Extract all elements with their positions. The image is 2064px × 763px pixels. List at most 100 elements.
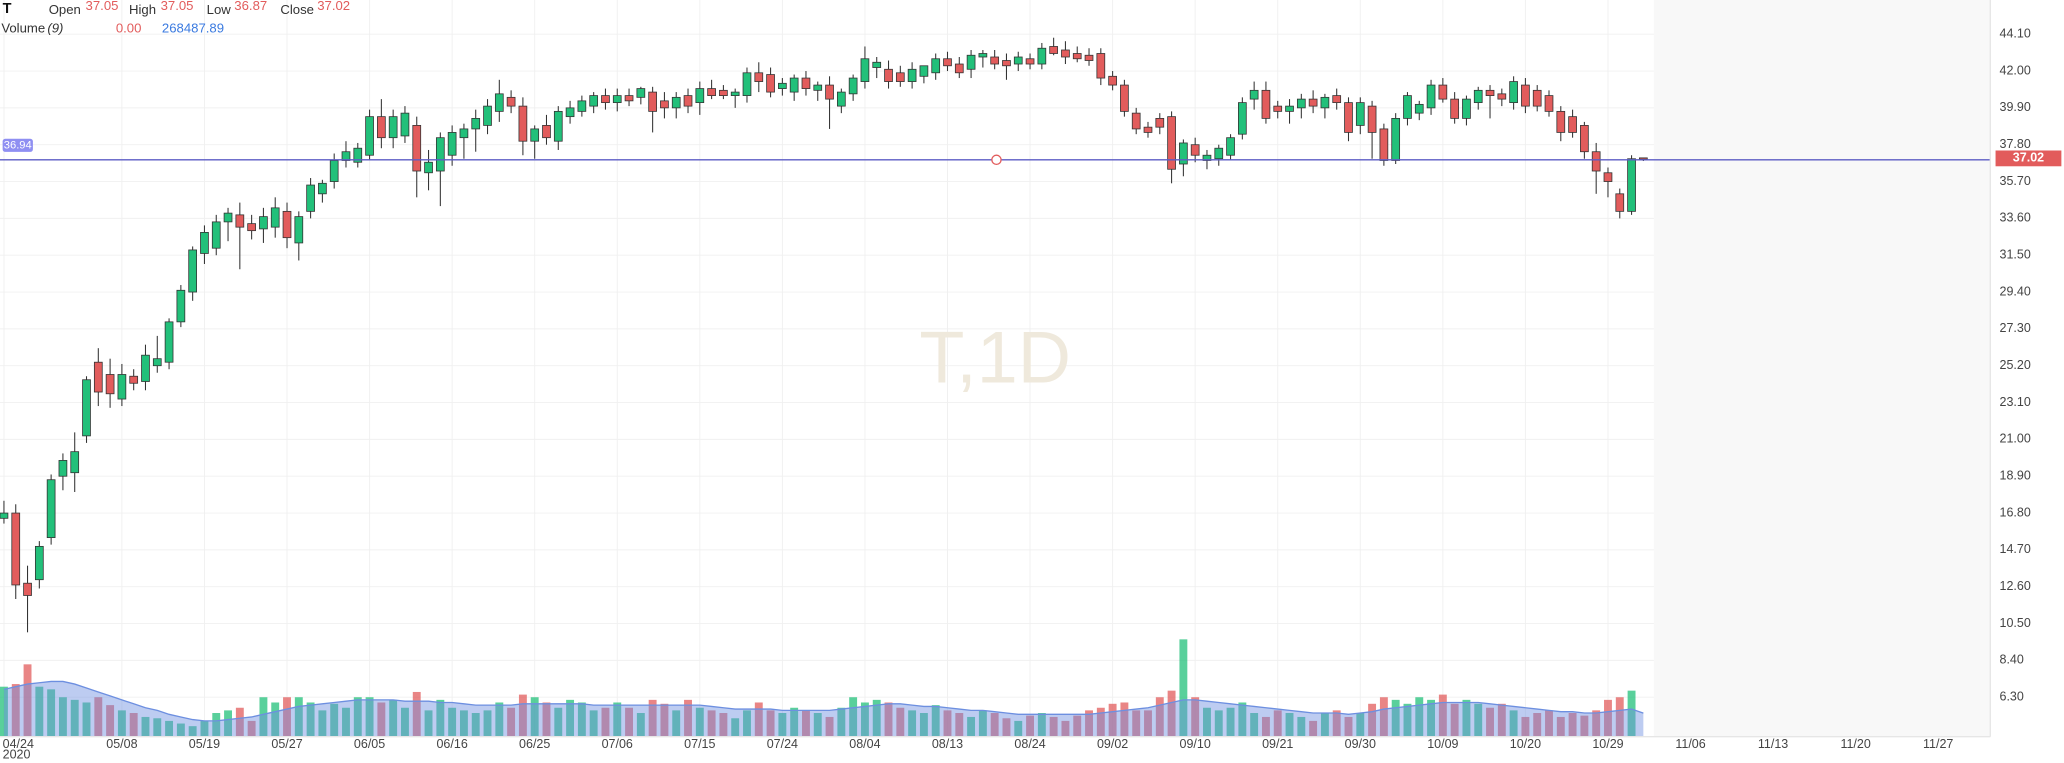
volume-bar	[448, 707, 457, 737]
volume-bar	[849, 697, 858, 737]
volume-bar	[1214, 710, 1223, 737]
volume-bar	[1497, 703, 1506, 737]
candle-body	[884, 68, 893, 82]
volume-bar	[117, 710, 126, 737]
candle-body	[459, 128, 469, 139]
volume-bar	[1167, 690, 1176, 737]
candle-body	[1580, 125, 1589, 153]
volume-bar	[707, 710, 716, 737]
candle-body	[1214, 147, 1224, 160]
candle-body	[978, 53, 988, 58]
volume-bar	[1462, 699, 1471, 737]
volume-bar	[365, 697, 374, 737]
candle-body	[1084, 54, 1094, 61]
volume-bar	[259, 697, 268, 737]
volume-bar	[542, 702, 551, 737]
candle-body	[1403, 95, 1412, 119]
volume-bar	[1568, 713, 1577, 737]
candle-body	[1497, 93, 1507, 100]
candle-body	[329, 160, 339, 182]
volume-bar	[1297, 716, 1306, 737]
candle-body	[530, 128, 540, 142]
x-tick-label: 09/10	[1180, 737, 1211, 751]
y-tick-label: 14.70	[2000, 542, 2031, 556]
candle-body	[954, 63, 964, 74]
volume-bar	[0, 686, 8, 737]
candle-body	[1273, 105, 1283, 112]
volume-bar	[1344, 716, 1353, 737]
candle-body	[683, 95, 693, 107]
candle-body	[990, 56, 1000, 65]
volume-bar	[1427, 699, 1436, 737]
hline-label: 36.94	[4, 139, 32, 151]
candle-body	[1202, 154, 1212, 161]
volume-bar	[919, 713, 928, 737]
watermark: T,1D	[919, 316, 1071, 399]
candle-body	[1249, 89, 1259, 100]
candle-body	[1462, 98, 1471, 119]
price-tag-bg	[1995, 150, 2062, 167]
candle-body	[1120, 84, 1129, 112]
y-tick-label: 16.80	[2000, 505, 2031, 519]
volume-ma-area	[3, 681, 1644, 737]
volume-bar	[625, 707, 633, 737]
candle-body	[1485, 89, 1495, 96]
price-tag: 37.02	[2013, 151, 2044, 165]
candle-body	[58, 460, 68, 477]
y-tick-label: 21.00	[2000, 432, 2031, 446]
header: T Open 37.05 High 37.05 Low 36.87 Close …	[1, 0, 350, 35]
y-tick-label: 29.40	[2000, 284, 2031, 298]
candle-body	[353, 147, 363, 163]
candle-body	[660, 100, 669, 109]
overlay: 36.94 37.02	[0, 138, 2062, 167]
candle-body	[23, 582, 32, 596]
candle-body	[1013, 56, 1023, 65]
candle-body	[848, 77, 858, 95]
volume-bar	[1368, 703, 1377, 737]
candle-body	[200, 232, 209, 254]
volume-bar	[1615, 697, 1624, 737]
candle-body	[730, 91, 740, 96]
volume-bar	[908, 710, 917, 737]
volume-bar	[1356, 713, 1365, 737]
x-tick-label: 08/13	[932, 737, 963, 751]
candle-body	[0, 512, 9, 519]
candle-body	[1355, 102, 1365, 126]
volume-bar	[1073, 715, 1082, 737]
candle-body	[223, 212, 233, 223]
future-area	[1653, 0, 1991, 737]
candle-body	[259, 216, 268, 230]
x-tick-label: 09/21	[1262, 737, 1293, 751]
candle-body	[1450, 98, 1459, 119]
volume-bar	[1085, 710, 1093, 737]
volume-bar	[931, 705, 940, 737]
open-label: Open	[49, 2, 81, 17]
volume-bar	[1509, 710, 1518, 737]
volume-bar	[648, 699, 657, 737]
candle-body	[1049, 46, 1058, 54]
volume-bar	[1049, 716, 1058, 737]
volume-bar	[990, 713, 999, 737]
volume-bar	[1261, 716, 1270, 737]
volume-bar	[141, 716, 150, 737]
candle-body	[577, 100, 587, 112]
volume-bar	[1379, 697, 1388, 737]
volume-bar	[318, 710, 327, 737]
volume-bar	[1627, 690, 1636, 737]
candle-body	[966, 54, 976, 70]
candle-body	[1591, 151, 1601, 172]
volume-bar	[271, 702, 280, 737]
candle-body	[1108, 75, 1117, 86]
candle-body	[1344, 102, 1353, 133]
y-tick-label: 10.50	[2000, 616, 2031, 630]
candle-body	[754, 72, 764, 82]
candle-body	[341, 151, 351, 161]
candle-body	[1615, 193, 1625, 212]
volume-bar	[247, 720, 256, 737]
volume-ma-line	[3, 680, 1644, 722]
volume-period: (9)	[47, 20, 63, 35]
volume-bar	[554, 707, 563, 737]
x-tick-label: 06/16	[436, 737, 467, 751]
volume-bar	[566, 699, 575, 737]
candle-body	[636, 88, 646, 98]
